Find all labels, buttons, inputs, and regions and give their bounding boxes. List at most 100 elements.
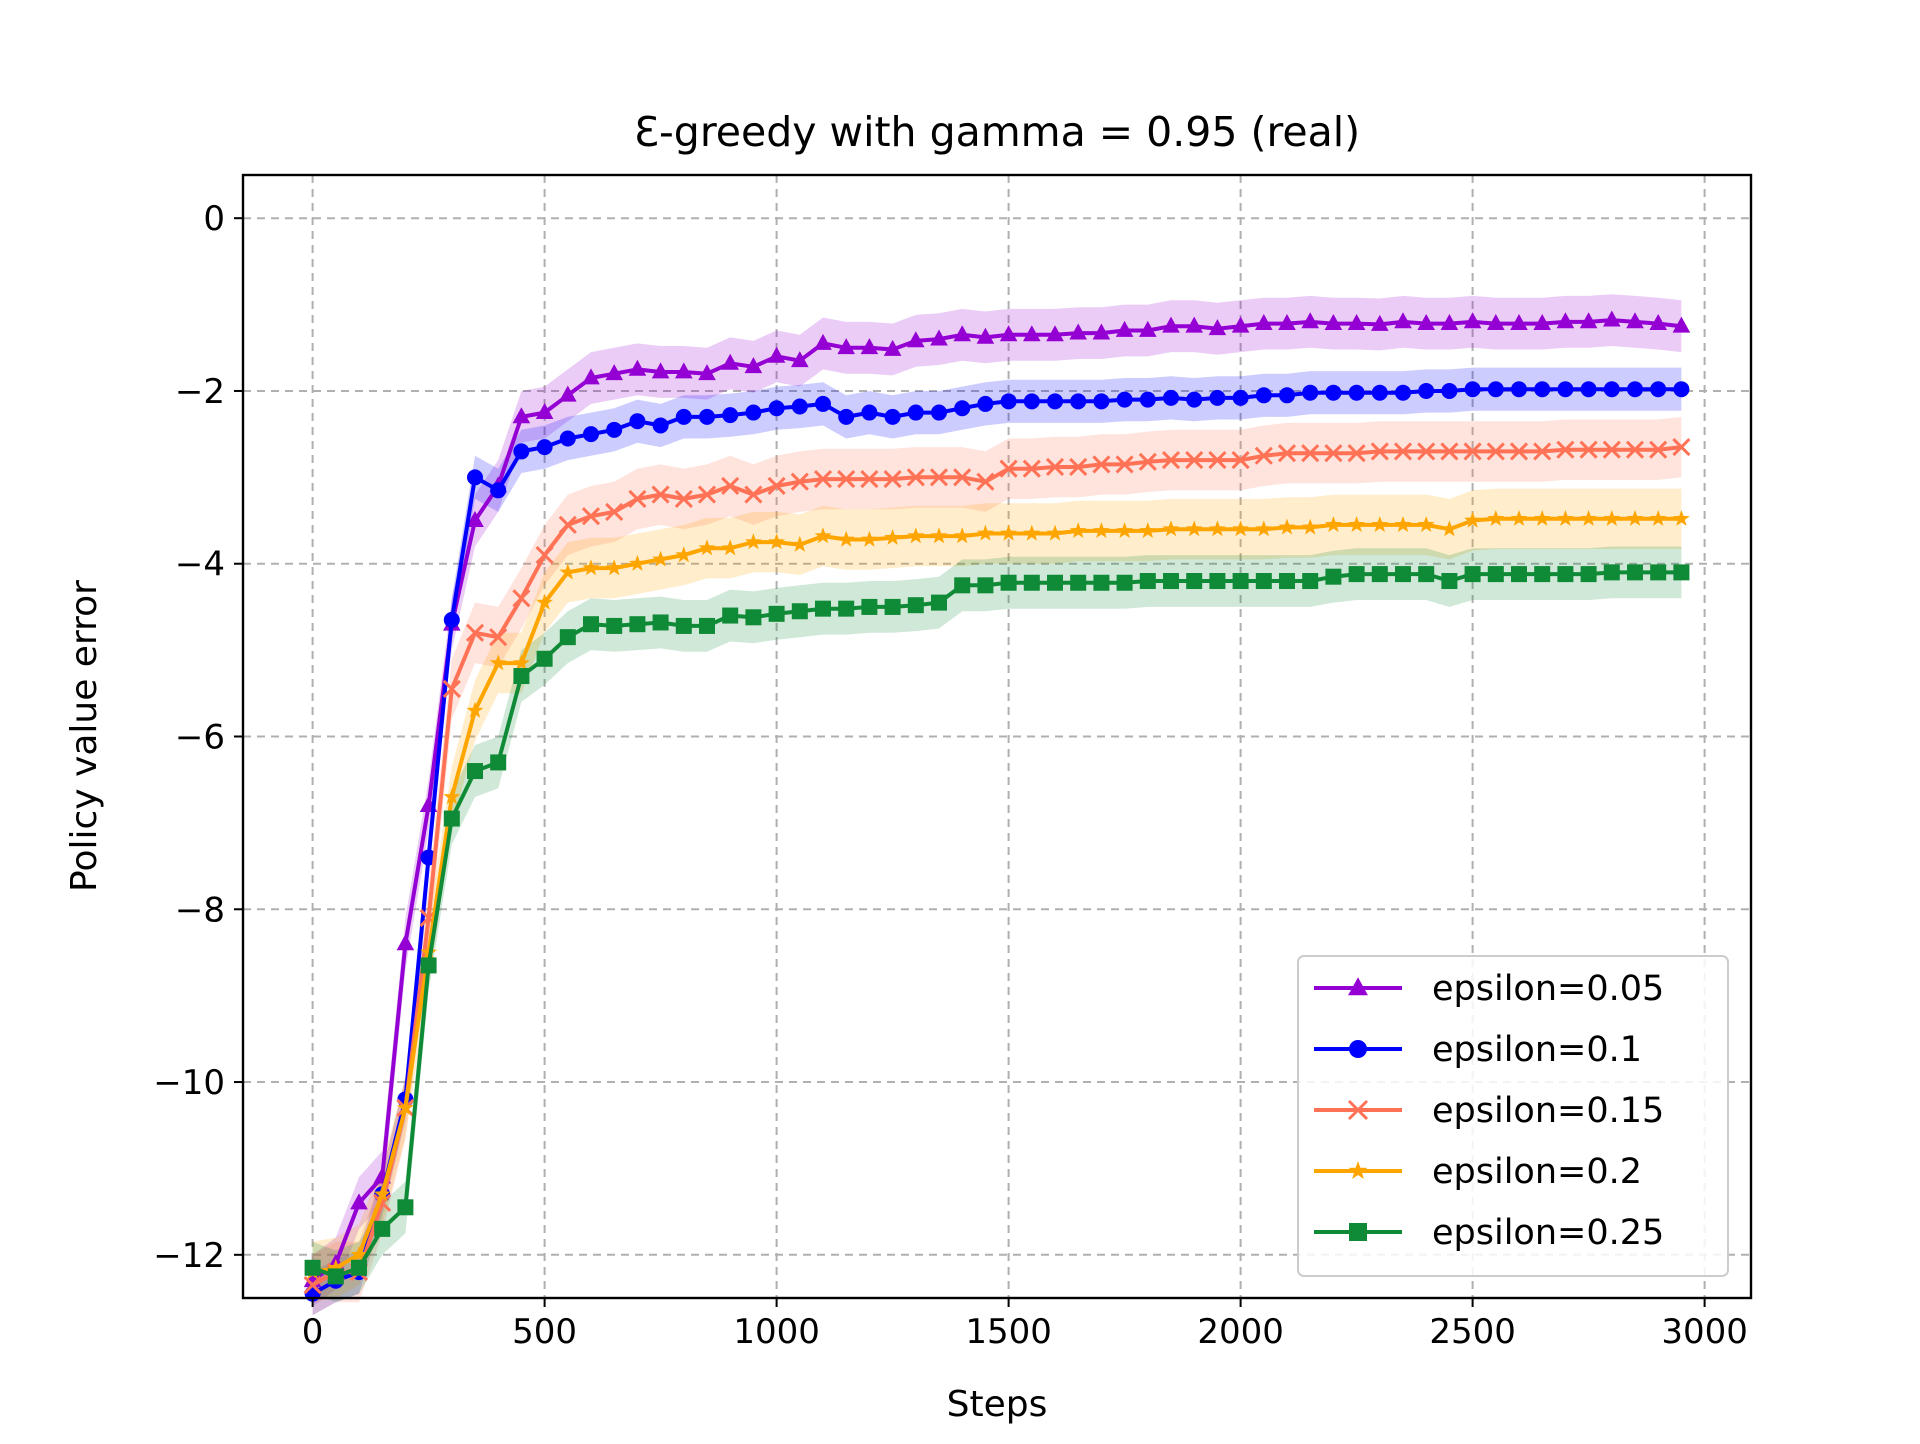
data-point [697,485,717,504]
data-point [1649,313,1667,330]
data-point [930,329,948,346]
data-point [327,1268,344,1285]
data-point [1464,511,1481,528]
data-point [1603,510,1621,526]
x-tick-label: 2000 [1197,1312,1284,1352]
data-point [1626,510,1644,526]
data-point [837,530,855,547]
data-point [1627,564,1643,581]
data-point [1673,381,1690,398]
data-point [651,485,670,504]
data-point [629,413,646,430]
data-point [1116,522,1133,538]
data-point [1534,381,1551,398]
x-tick-label: 1500 [965,1312,1052,1352]
data-point [768,400,785,417]
data-point [814,527,832,544]
data-point [1672,438,1691,457]
data-point [721,539,739,556]
data-point [1047,393,1063,410]
data-point [559,385,577,402]
data-point [1579,312,1598,329]
data-point [1349,1223,1367,1241]
data-point [467,469,483,486]
data-point [954,400,971,417]
data-point [907,597,924,614]
data-point [1557,381,1574,398]
data-point [466,701,484,718]
data-point [861,404,878,421]
data-point [1440,313,1459,330]
data-point [1232,389,1249,406]
data-point [397,1199,414,1216]
data-point [652,417,669,434]
data-point [652,614,669,631]
data-point [558,515,577,534]
data-point [745,533,762,550]
data-point [1116,391,1133,408]
data-point [1487,510,1505,526]
data-point [1650,381,1667,398]
data-point [1441,573,1458,590]
data-point [767,346,786,363]
data-point [1092,323,1111,340]
data-point [536,593,553,610]
data-point [1371,566,1388,583]
data-point [1463,312,1482,329]
data-point [1534,566,1551,583]
data-point [815,600,831,617]
data-point [745,609,762,626]
data-point [513,654,530,671]
data-point [1000,574,1017,591]
data-point [535,546,554,565]
data-point [605,559,623,576]
data-point [467,763,483,780]
data-point [1627,381,1643,398]
data-point [815,395,831,412]
data-point [1511,381,1527,398]
data-point [860,470,879,489]
data-point [1464,566,1481,583]
data-point [512,589,531,608]
data-point [953,325,971,342]
data-point [513,668,530,685]
data-point [929,468,949,487]
data-point [1115,455,1134,474]
data-point [976,472,995,491]
y-tick-label: −6 [175,718,225,758]
data-point [1301,444,1320,463]
data-point [1580,510,1597,526]
data-point [791,398,808,415]
data-point [1533,510,1551,526]
data-point [1069,522,1087,538]
data-point [1673,564,1690,581]
data-point [1602,440,1621,459]
data-point [675,546,693,563]
data-point [442,679,461,699]
data-point [351,1259,367,1276]
data-point [1417,516,1435,532]
data-point [814,333,832,350]
x-axis-label: Steps [947,1384,1048,1425]
data-point [1579,440,1598,459]
data-point [1161,451,1181,470]
data-point [699,617,715,634]
data-point [373,1185,391,1202]
data-point [931,594,947,611]
data-point [1023,574,1040,591]
data-point [1463,442,1482,461]
data-point [465,623,485,642]
data-point [443,810,460,827]
data-point [674,489,693,509]
data-point [1556,312,1575,329]
legend-label: epsilon=0.1 [1432,1030,1642,1070]
data-point [628,359,647,376]
series-group [303,438,1691,1295]
data-point [698,539,716,556]
data-point [1418,382,1435,399]
data-point [1417,313,1435,330]
data-point [1186,391,1203,408]
data-point [1603,564,1620,581]
data-point [1394,516,1412,532]
data-point [1626,312,1644,329]
